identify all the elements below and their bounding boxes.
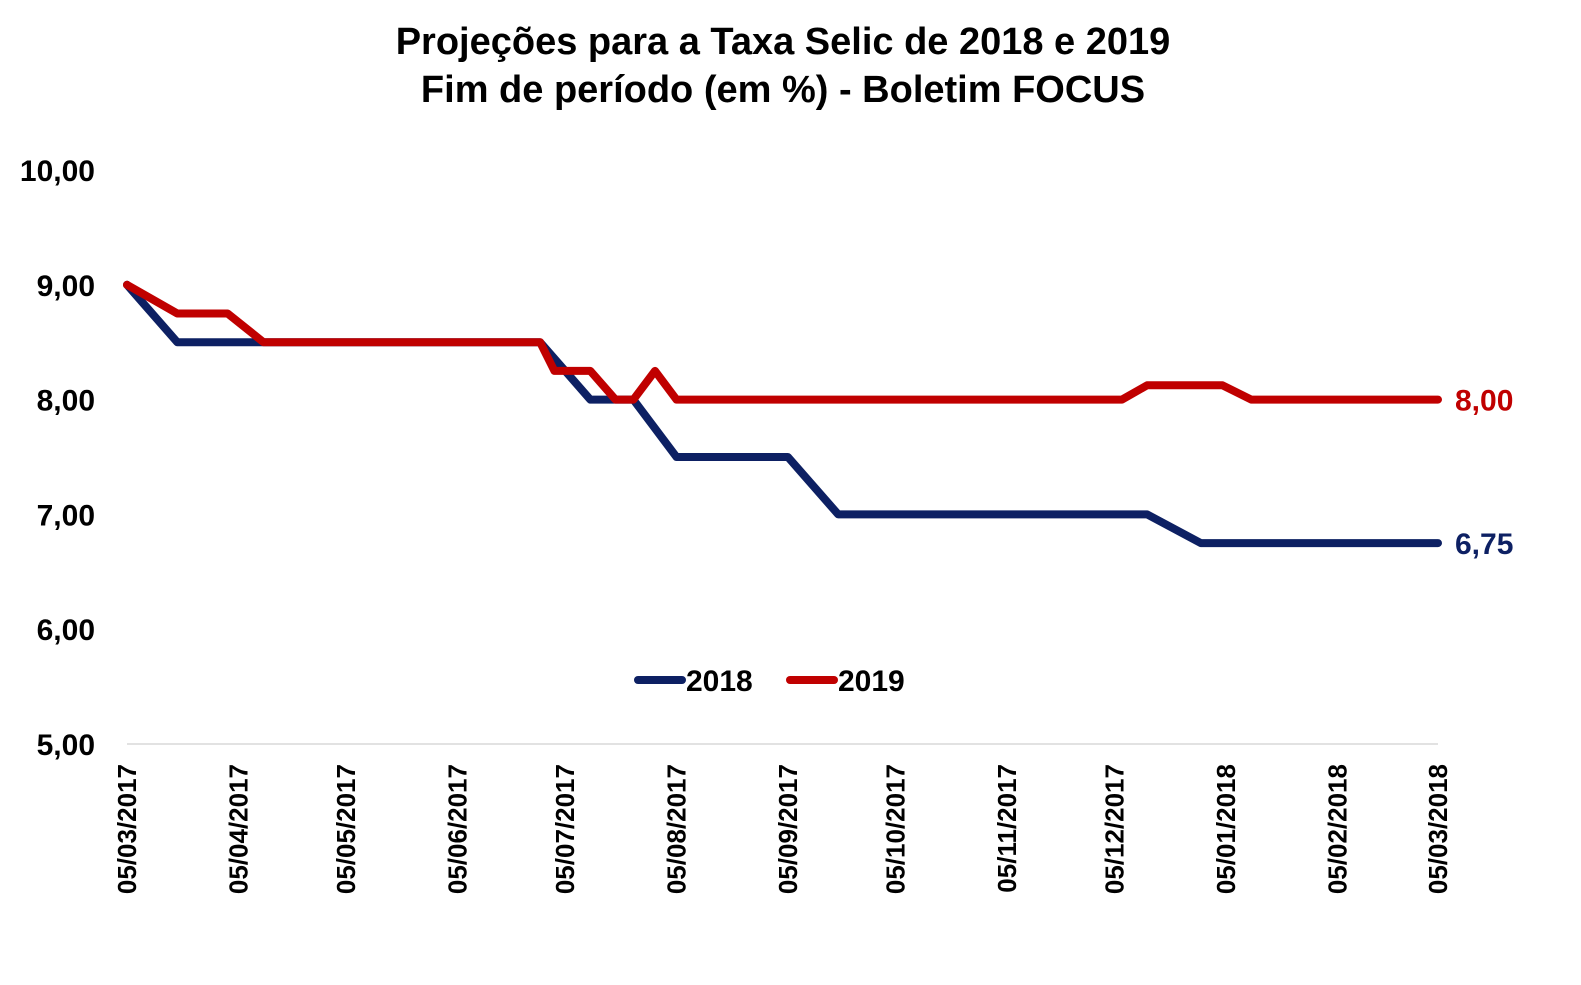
end-label-2018: 6,75 [1455,528,1513,561]
chart-title-line-2: Fim de período (em %) - Boletim FOCUS [421,69,1145,111]
x-tick-label: 05/08/2017 [662,764,692,894]
x-tick-label: 05/03/2017 [112,764,142,894]
y-tick-label: 5,00 [37,729,95,762]
chart-title-line-1: Projeções para a Taxa Selic de 2018 e 20… [396,21,1171,63]
x-tick-label: 05/11/2017 [992,764,1022,893]
series-lines [123,280,1442,548]
end-labels: 6,75 8,00 [1455,385,1513,561]
x-tick-label: 05/10/2017 [881,764,911,894]
x-tick-label: 05/01/2018 [1211,764,1241,894]
y-tick-label: 7,00 [37,499,95,532]
x-axis-ticks: 05/03/2017 05/04/2017 05/05/2017 05/06/2017… [112,764,1453,894]
y-tick-label: 10,00 [20,155,95,188]
x-tick-label: 05/12/2017 [1100,764,1130,894]
x-tick-label: 05/05/2017 [331,764,361,894]
legend: 2018 2019 [634,665,905,698]
y-tick-label: 9,00 [37,270,95,303]
x-tick-label: 05/06/2017 [442,764,472,894]
legend-label-2019: 2019 [838,665,905,698]
x-tick-label: 05/07/2017 [550,764,580,894]
y-tick-label: 8,00 [37,385,95,418]
y-axis-ticks: 5,00 6,00 7,00 8,00 9,00 10,00 [20,155,95,762]
x-tick-label: 05/02/2018 [1322,764,1352,894]
x-tick-label: 05/04/2017 [223,764,253,894]
series-line-2018 [123,280,1442,548]
end-label-2019: 8,00 [1455,385,1513,418]
legend-label-2018: 2018 [686,665,753,698]
series-line-2019 [123,280,1442,404]
x-tick-label: 05/09/2017 [773,764,803,894]
y-tick-label: 6,00 [37,614,95,647]
x-tick-label: 05/03/2018 [1423,764,1453,894]
